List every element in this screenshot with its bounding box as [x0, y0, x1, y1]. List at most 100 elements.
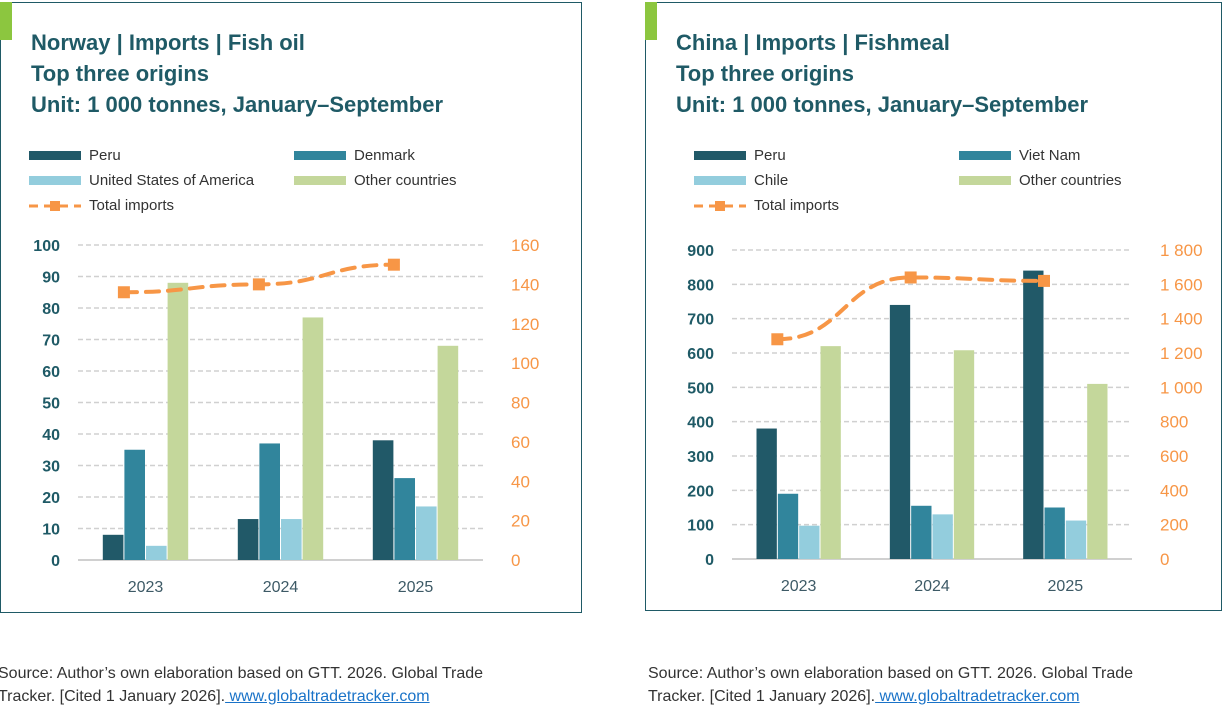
legend-label: Other countries — [354, 172, 457, 189]
y-tick-label: 90 — [42, 270, 60, 287]
total-imports-line — [775, 275, 1046, 342]
x-tick-label: 2025 — [1048, 578, 1084, 595]
accent-bar — [0, 2, 12, 40]
bar-other-countries — [820, 346, 841, 559]
legend-swatch — [959, 151, 1011, 160]
legend-swatch — [959, 176, 1011, 185]
bar-other-countries — [1087, 383, 1108, 559]
x-tick-label: 2024 — [914, 578, 950, 595]
unit-line: Unit: 1 000 tonnes, January–September — [31, 92, 444, 117]
source-link[interactable]: www.globaltradetracker.com — [875, 688, 1080, 705]
legend-swatch — [29, 151, 81, 160]
y-tick-label: 40 — [42, 427, 60, 444]
bar-viet-nam — [1044, 507, 1065, 559]
unit-line: Unit: 1 000 tonnes, January–September — [676, 92, 1089, 117]
subtitle-line: Top three origins — [31, 61, 210, 86]
y2-tick-label: 140 — [511, 275, 539, 294]
y2-tick-label: 0 — [511, 551, 520, 570]
legend-swatch — [294, 151, 346, 160]
y-tick-label: 10 — [42, 522, 60, 539]
legend-swatch — [694, 176, 746, 185]
bar-chile — [1065, 520, 1087, 559]
y2-tick-label: 120 — [511, 315, 539, 334]
bar-other-countries — [302, 317, 324, 560]
bar-united-states-of-america — [146, 545, 167, 560]
y2-tick-label: 80 — [511, 394, 530, 413]
bar-viet-nam — [911, 505, 932, 559]
chart-plot: 0 10 20 30 40 50 60 70 80 90 100 0 20 40 60 80 100 120 140… — [33, 236, 539, 596]
y2-tick-label: 60 — [511, 433, 530, 452]
legend-label: United States of America — [89, 172, 255, 189]
legend-label: Total imports — [89, 197, 175, 214]
y2-tick-label: 1 200 — [1160, 344, 1203, 363]
y2-tick-label: 0 — [1160, 550, 1169, 569]
source-text: Source: Author’s own elaboration based o… — [0, 665, 484, 705]
y-tick-label: 100 — [33, 238, 60, 255]
y2-tick-label: 40 — [511, 472, 530, 491]
y2-tick-label: 1 600 — [1160, 275, 1203, 294]
chart-panel-norway: Norway | Imports | Fish oil Top three or… — [0, 2, 582, 613]
y2-tick-label: 1 400 — [1160, 310, 1203, 329]
legend-swatch — [29, 176, 81, 185]
bar-other-countries — [167, 282, 189, 560]
y-tick-label: 400 — [687, 415, 714, 432]
title-line: Norway | Imports | Fish oil — [31, 30, 305, 55]
bar-peru — [237, 519, 259, 560]
y2-tick-label: 1 800 — [1160, 241, 1203, 260]
y-tick-label: 100 — [687, 518, 714, 535]
legend-swatch — [294, 176, 346, 185]
legend-line-marker — [694, 200, 746, 211]
bar-other-countries — [953, 350, 975, 559]
total-imports-marker — [771, 333, 784, 346]
title-line: China | Imports | Fishmeal — [676, 30, 950, 55]
legend-item: Other countries — [294, 172, 457, 189]
total-imports-marker — [387, 258, 400, 271]
x-tick-label: 2024 — [263, 579, 299, 596]
x-tick-label: 2025 — [398, 579, 434, 596]
y2-tick-label: 100 — [511, 354, 539, 373]
y-tick-label: 600 — [687, 346, 714, 363]
y2-tick-label: 400 — [1160, 481, 1188, 500]
accent-bar — [645, 2, 657, 40]
legend-label: Chile — [754, 172, 789, 189]
bar-viet-nam — [777, 493, 799, 559]
y-tick-label: 500 — [687, 380, 714, 397]
legend-swatch — [694, 151, 746, 160]
legend-item: Denmark — [294, 147, 415, 164]
y2-tick-label: 160 — [511, 236, 539, 255]
y-tick-label: 50 — [42, 396, 60, 413]
source-text: Source: Author’s own elaboration based o… — [648, 665, 1134, 705]
source-note: Source: Author’s own elaboration based o… — [0, 662, 538, 708]
bar-denmark — [259, 443, 280, 560]
bar-peru — [102, 534, 124, 560]
legend-item: Peru — [694, 147, 786, 164]
chart-title: Norway | Imports | Fish oil Top three or… — [31, 27, 443, 120]
chart-plot: 0 100 200 300 400 500 600 700 800 900 0 200 400 600 80… — [687, 241, 1203, 595]
source-link[interactable]: www.globaltradetracker.com — [225, 688, 430, 705]
y2-tick-label: 600 — [1160, 447, 1188, 466]
y-tick-label: 80 — [42, 301, 60, 318]
y-tick-label: 0 — [51, 553, 60, 570]
legend-item: United States of America — [29, 172, 254, 189]
total-imports-marker — [252, 278, 265, 291]
subtitle-line: Top three origins — [676, 61, 855, 86]
bar-peru — [1023, 270, 1044, 559]
legend-line-marker — [29, 200, 81, 211]
y-tick-label: 0 — [705, 552, 714, 569]
source-note: Source: Author’s own elaboration based o… — [648, 662, 1188, 708]
legend-label: Other countries — [1019, 172, 1122, 189]
bar-chile — [932, 514, 953, 559]
bar-other-countries — [437, 345, 459, 560]
bar-denmark — [124, 449, 145, 560]
y-tick-label: 200 — [687, 483, 714, 500]
bar-peru — [372, 440, 394, 560]
y-tick-label: 30 — [42, 459, 60, 476]
bar-united-states-of-america — [416, 506, 437, 560]
y2-tick-label: 20 — [511, 512, 530, 531]
legend-item-total: Total imports — [29, 197, 174, 214]
chart-title: China | Imports | Fishmeal Top three ori… — [676, 27, 1088, 120]
bar-peru — [889, 304, 911, 559]
legend-label: Viet Nam — [1019, 147, 1081, 164]
y-tick-label: 300 — [687, 449, 714, 466]
y2-tick-label: 800 — [1160, 413, 1188, 432]
